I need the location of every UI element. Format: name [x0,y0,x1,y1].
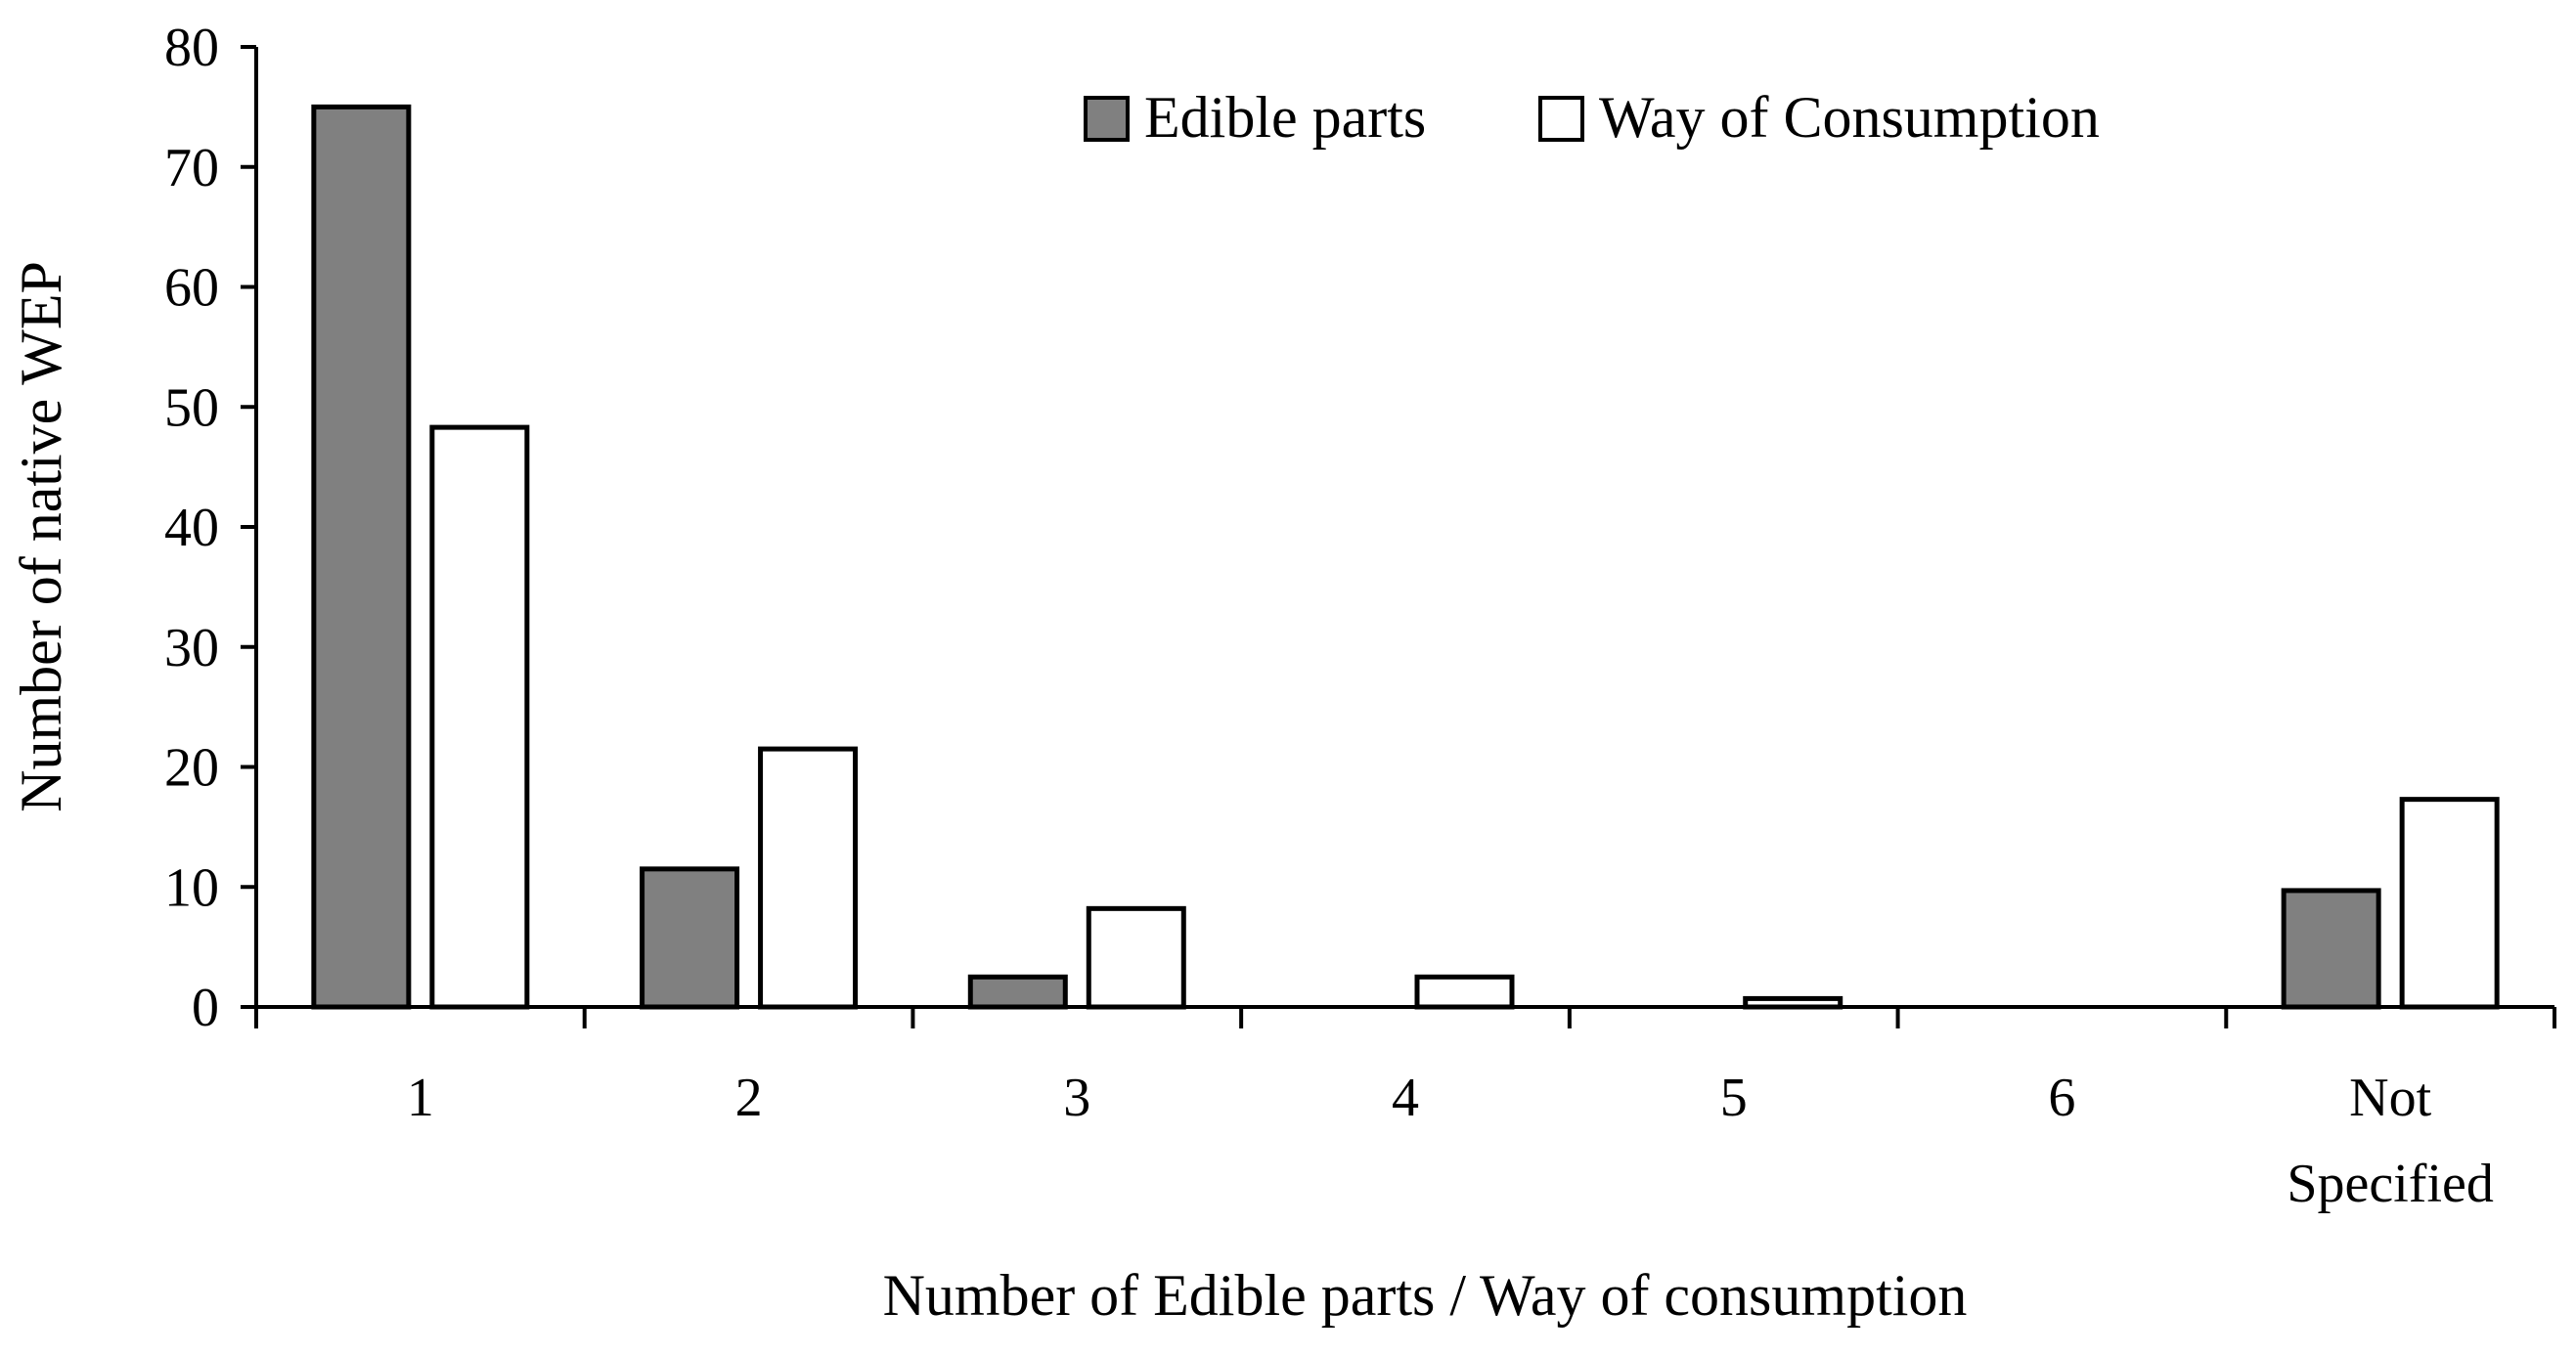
bar-way-of-consumption-3 [1086,905,1186,1010]
y-tick-label: 50 [164,377,219,438]
x-tick-label: Not Specified [2287,1068,2493,1214]
y-tick-label: 70 [164,138,219,198]
bar-edible-parts-3 [967,974,1068,1010]
bar-way-of-consumption-4 [1414,974,1515,1010]
legend-way-of-consumption-label: Way of Consumption [1599,85,2100,150]
x-tick-label: 2 [735,1068,763,1128]
bars [311,104,2500,1010]
y-tick-label: 60 [164,258,219,319]
legend-edible-parts-label: Edible parts [1144,85,1426,150]
x-tick-label: 6 [2048,1068,2075,1128]
x-tick-label: 3 [1063,1068,1090,1128]
x-axis-title: Number of Edible parts / Way of consumpt… [883,1263,1968,1328]
bar-edible-parts-1 [311,104,412,1010]
tick-labels: 0 10 20 30 40 50 60 70 80 1 2 3 4 5 6 Not Specified [164,18,2494,1214]
legend-way-of-consumption-swatch [1538,96,1584,142]
y-tick-label: 20 [164,738,219,799]
y-tick-label: 30 [164,618,219,678]
x-tick-label: 1 [407,1068,434,1128]
x-tick-label: 5 [1720,1068,1748,1128]
y-axis-title: Number of native WEP [9,261,73,812]
y-tick-label: 40 [164,498,219,558]
bar-way-of-consumption-1 [429,424,530,1010]
axes [241,45,2556,1028]
bar-edible-parts-7 [2281,888,2381,1010]
bar-way-of-consumption-2 [758,746,859,1010]
legend-edible-parts-swatch [1084,96,1130,142]
bar-way-of-consumption-7 [2399,797,2500,1010]
y-tick-label: 0 [192,978,219,1038]
bar-edible-parts-2 [640,866,740,1010]
legend: Edible parts Way of Consumption [1084,85,2100,150]
bar-way-of-consumption-5 [1743,995,1843,1010]
y-tick-label: 80 [164,18,219,78]
y-tick-label: 10 [164,857,219,918]
x-tick-label: 4 [1392,1068,1419,1128]
